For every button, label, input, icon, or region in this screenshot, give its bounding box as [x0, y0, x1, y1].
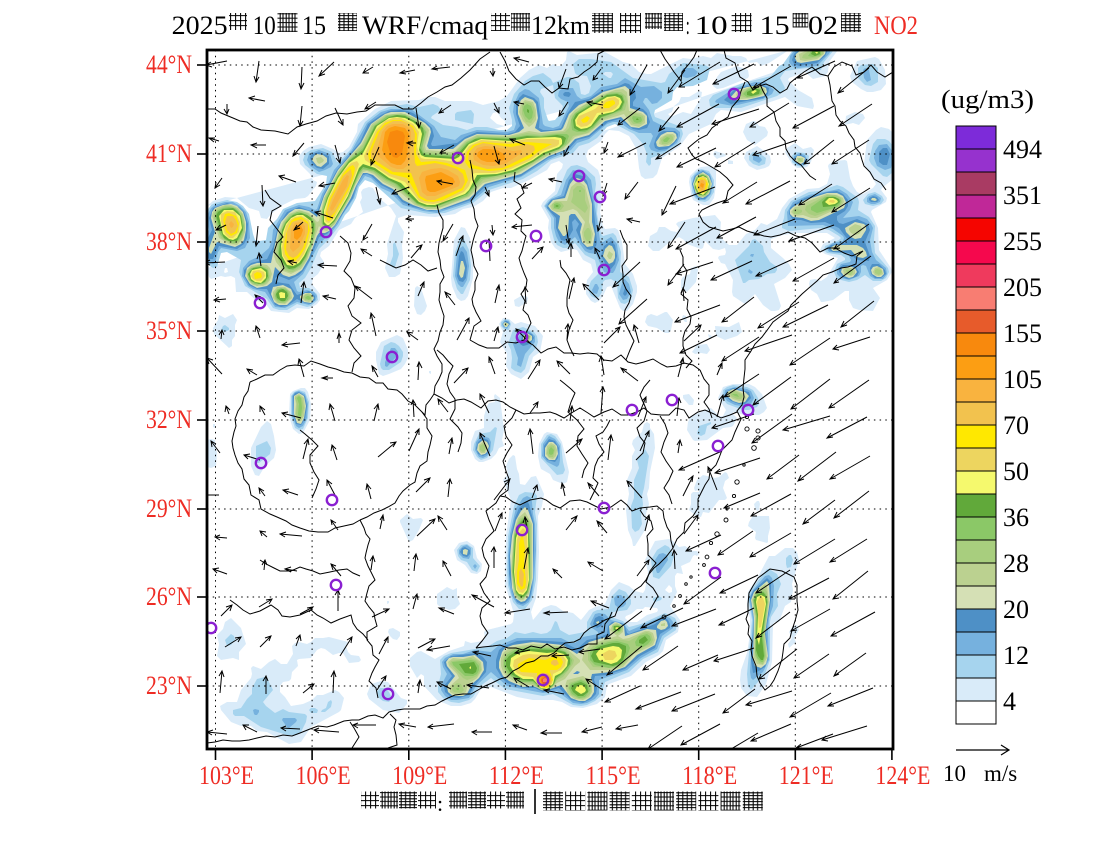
svg-text:70: 70	[1003, 411, 1029, 440]
svg-text:205: 205	[1003, 273, 1042, 302]
svg-text:10: 10	[943, 761, 966, 786]
svg-text:26°N: 26°N	[146, 582, 192, 611]
svg-text:(ug/m3): (ug/m3)	[941, 85, 1034, 114]
svg-text:10: 10	[695, 11, 728, 40]
svg-text:106°E: 106°E	[296, 761, 351, 790]
svg-text:50: 50	[1003, 457, 1029, 486]
svg-text:12km: 12km	[531, 11, 590, 40]
svg-text:115°E: 115°E	[586, 761, 641, 790]
svg-text:44°N: 44°N	[146, 50, 192, 79]
svg-text:124°E: 124°E	[875, 761, 930, 790]
svg-text:36: 36	[1003, 503, 1029, 532]
svg-text:105: 105	[1003, 365, 1042, 394]
svg-text:WRF/cmaq: WRF/cmaq	[362, 11, 488, 40]
svg-text:103°E: 103°E	[199, 761, 254, 790]
svg-text:NO2: NO2	[874, 11, 918, 40]
svg-text:155: 155	[1003, 319, 1042, 348]
svg-text:2025: 2025	[172, 11, 228, 40]
svg-text:38°N: 38°N	[146, 227, 192, 256]
svg-text:121°E: 121°E	[779, 761, 834, 790]
svg-text:112°E: 112°E	[489, 761, 544, 790]
svg-text:351: 351	[1003, 181, 1042, 210]
svg-text:255: 255	[1003, 227, 1042, 256]
svg-text::: :	[686, 11, 690, 40]
svg-text:35°N: 35°N	[146, 316, 192, 345]
svg-text:12: 12	[1003, 641, 1029, 670]
svg-text::: :	[437, 791, 443, 816]
svg-text:109°E: 109°E	[392, 761, 447, 790]
svg-text:20: 20	[1003, 595, 1029, 624]
svg-text:4: 4	[1003, 687, 1016, 716]
svg-text:118°E: 118°E	[682, 761, 737, 790]
svg-text:10: 10	[253, 11, 276, 40]
svg-text:23°N: 23°N	[146, 671, 192, 700]
svg-text:m/s: m/s	[984, 761, 1017, 786]
svg-text:494: 494	[1003, 135, 1042, 164]
svg-text:02: 02	[808, 11, 838, 40]
svg-text:32°N: 32°N	[146, 405, 192, 434]
svg-text:15: 15	[302, 11, 326, 40]
svg-text:29°N: 29°N	[146, 494, 192, 523]
svg-text:28: 28	[1003, 549, 1029, 578]
svg-text:41°N: 41°N	[146, 139, 192, 168]
svg-text:15: 15	[760, 11, 790, 40]
